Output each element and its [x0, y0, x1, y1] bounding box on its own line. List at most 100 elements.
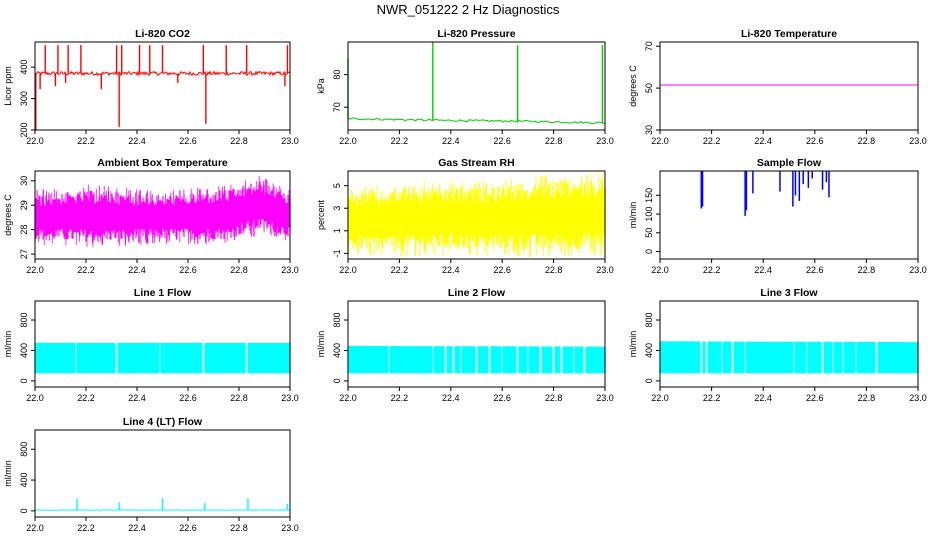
x-tick-label: 22.8: [545, 136, 563, 146]
y-tick-label: 400: [19, 473, 29, 488]
y-axis-label: degrees C: [3, 194, 13, 236]
y-tick-label: 800: [19, 442, 29, 457]
x-tick-label: 22.4: [128, 136, 146, 146]
x-tick-label: 22.0: [651, 136, 669, 146]
x-tick-label: 23.0: [281, 393, 299, 403]
plot-frame: [347, 300, 606, 388]
y-axis-label: Licor ppm: [3, 66, 13, 106]
plot-data: [34, 45, 291, 130]
y-tick-label: 300: [19, 91, 29, 106]
plot-frame: [34, 170, 291, 260]
x-tick-label: 22.6: [806, 265, 824, 275]
y-tick-label: 150: [644, 188, 654, 203]
x-tick-label: 23.0: [909, 265, 927, 275]
x-axis: 22.0 22.2 22.4 22.6 22.8 23.0: [339, 130, 614, 146]
panel-title: Ambient Box Temperature: [97, 157, 228, 169]
series-band-outliers: [36, 176, 290, 248]
x-tick-label: 22.2: [391, 136, 409, 146]
x-tick-label: 22.8: [230, 393, 248, 403]
panel-6: Sample Flow ml/min 22.0 22.2 22.4 22.6 22.8 23.…: [628, 157, 927, 275]
x-axis: 22.0 22.2 22.4 22.6 22.8 23.0: [339, 259, 614, 275]
panel-title: Line 3 Flow: [760, 287, 818, 299]
x-tick-label: 22.2: [703, 265, 721, 275]
y-tick-label: 0: [19, 378, 29, 383]
y-axis-label: ml/min: [628, 202, 638, 229]
panel-title: Line 2 Flow: [448, 287, 506, 299]
x-tick-label: 22.6: [493, 265, 511, 275]
y-tick-label: -1: [332, 249, 342, 257]
y-tick-label: 70: [332, 102, 342, 112]
x-tick-label: 22.6: [806, 393, 824, 403]
x-axis: 22.0 22.2 22.4 22.6 22.8 23.0: [339, 387, 614, 403]
x-tick-label: 22.0: [651, 265, 669, 275]
y-tick-label: 1: [332, 228, 342, 233]
y-tick-label: 27: [19, 249, 29, 259]
x-axis: 22.0 22.2 22.4 22.6 22.8 23.0: [26, 259, 299, 275]
y-axis: 0 50 100 150: [644, 188, 660, 254]
y-axis-label: ml/min: [3, 460, 13, 487]
x-tick-label: 22.4: [442, 136, 460, 146]
plot-data: [34, 498, 291, 511]
x-tick-label: 23.0: [281, 136, 299, 146]
plot-frame: [347, 170, 606, 260]
x-axis: 22.0 22.2 22.4 22.6 22.8 23.0: [26, 130, 299, 146]
y-axis-label: ml/min: [3, 331, 13, 358]
x-tick-label: 22.0: [26, 265, 44, 275]
y-tick-label: 50: [644, 83, 654, 93]
y-tick-label: 800: [19, 313, 29, 328]
panel-9: Line 3 Flow ml/min 22.0 22.2 22.4 22.6 22.8 23.…: [628, 287, 927, 403]
x-tick-label: 22.4: [128, 265, 146, 275]
x-axis: 22.0 22.2 22.4 22.6 22.8 23.0: [651, 130, 927, 146]
x-tick-label: 22.2: [391, 265, 409, 275]
x-tick-label: 22.4: [442, 265, 460, 275]
x-tick-label: 23.0: [909, 393, 927, 403]
x-tick-label: 22.0: [339, 265, 357, 275]
x-tick-label: 22.2: [77, 393, 95, 403]
x-tick-label: 22.4: [442, 393, 460, 403]
x-tick-label: 22.8: [230, 136, 248, 146]
y-tick-label: 29: [19, 200, 29, 210]
plot-frame: [659, 170, 919, 260]
x-tick-label: 22.2: [703, 136, 721, 146]
x-tick-label: 22.4: [128, 393, 146, 403]
x-axis: 22.0 22.2 22.4 22.6 22.8 23.0: [26, 517, 299, 533]
y-tick-label: 0: [644, 249, 654, 254]
y-tick-label: 400: [19, 60, 29, 75]
plot-data: [34, 176, 291, 248]
x-tick-label: 23.0: [596, 136, 614, 146]
y-axis: 27 28 29 30: [19, 176, 35, 259]
x-tick-label: 22.8: [858, 136, 876, 146]
x-tick-label: 22.4: [128, 523, 146, 533]
y-tick-label: 0: [332, 378, 342, 383]
x-tick-label: 22.6: [493, 136, 511, 146]
x-axis: 22.0 22.2 22.4 22.6 22.8 23.0: [26, 387, 299, 403]
plot-frame: [34, 300, 291, 388]
x-tick-label: 22.6: [179, 136, 197, 146]
y-axis: 0 400 800: [644, 313, 660, 383]
panel-title: Li-820 Pressure: [437, 28, 515, 40]
y-tick-label: 0: [19, 508, 29, 513]
x-tick-label: 22.4: [754, 265, 772, 275]
y-tick-label: 80: [332, 70, 342, 80]
y-axis-label: ml/min: [628, 331, 638, 358]
plot-data: [700, 171, 830, 216]
y-axis: -1 1 3 5: [332, 183, 348, 257]
y-axis: 200 300 400: [19, 60, 35, 138]
plot-data: [34, 342, 291, 374]
panel-title: Li-820 CO2: [135, 28, 190, 40]
panel-7: Line 1 Flow ml/min 22.0 22.2 22.4 22.6 22.8 23.…: [3, 287, 299, 403]
plot-frame: [347, 41, 606, 131]
x-tick-label: 22.0: [651, 393, 669, 403]
x-tick-label: 22.4: [754, 136, 772, 146]
y-axis-label: kPa: [316, 78, 326, 94]
x-tick-label: 23.0: [909, 136, 927, 146]
y-tick-label: 400: [332, 343, 342, 358]
panel-5: Gas Stream RH percent 22.0 22.2 22.4 22.6 22.8…: [316, 157, 614, 275]
panel-8: Line 2 Flow ml/min 22.0 22.2 22.4 22.6 22.8 23.…: [316, 287, 614, 403]
panel-2: Li-820 Pressure kPa 22.0 22.2 22.4 22.6 22.8 23…: [316, 28, 614, 146]
x-tick-label: 22.8: [545, 393, 563, 403]
